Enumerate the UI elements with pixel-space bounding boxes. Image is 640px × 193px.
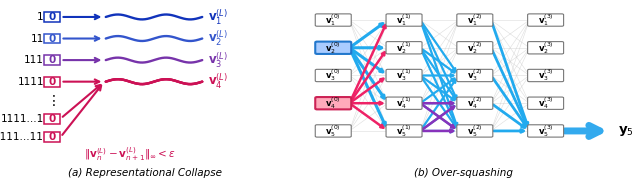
Text: $\mathbf{y}_5$: $\mathbf{y}_5$ [618, 124, 634, 138]
Text: $\|\mathbf{v}_n^{(L)} - \mathbf{v}_{n+1}^{(L)}\|_\infty < \epsilon$: $\|\mathbf{v}_n^{(L)} - \mathbf{v}_{n+1}… [84, 145, 176, 163]
FancyBboxPatch shape [457, 97, 493, 109]
Text: 111: 111 [24, 55, 44, 65]
Text: $\mathbf{v}_{5}^{(3)}$: $\mathbf{v}_{5}^{(3)}$ [538, 123, 554, 139]
Text: $\mathbf{v}_{3}^{(2)}$: $\mathbf{v}_{3}^{(2)}$ [467, 68, 483, 83]
Text: $\mathbf{v}_{4}^{(0)}$: $\mathbf{v}_{4}^{(0)}$ [325, 95, 341, 111]
Text: $\mathbf{v}_{1}^{(2)}$: $\mathbf{v}_{1}^{(2)}$ [467, 12, 483, 28]
Text: (b) Over-squashing: (b) Over-squashing [413, 168, 513, 178]
FancyBboxPatch shape [386, 14, 422, 26]
FancyBboxPatch shape [457, 125, 493, 137]
Text: $\mathbf{v}_{1}^{(0)}$: $\mathbf{v}_{1}^{(0)}$ [325, 12, 341, 28]
Text: $\vdots$: $\vdots$ [46, 93, 56, 108]
Text: 1111: 1111 [17, 77, 44, 87]
FancyBboxPatch shape [44, 12, 60, 22]
FancyBboxPatch shape [457, 69, 493, 82]
FancyBboxPatch shape [386, 42, 422, 54]
FancyBboxPatch shape [316, 97, 351, 109]
FancyBboxPatch shape [316, 14, 351, 26]
Text: 0: 0 [48, 34, 56, 44]
FancyBboxPatch shape [386, 97, 422, 109]
Text: 0: 0 [48, 132, 56, 142]
Text: $\mathbf{v}_{2}^{(2)}$: $\mathbf{v}_{2}^{(2)}$ [467, 40, 483, 56]
Text: 1111...11: 1111...11 [0, 132, 44, 142]
Text: 0: 0 [48, 114, 56, 124]
Text: $\mathbf{v}_{1}^{(3)}$: $\mathbf{v}_{1}^{(3)}$ [538, 12, 554, 28]
FancyBboxPatch shape [457, 14, 493, 26]
FancyBboxPatch shape [527, 69, 564, 82]
FancyBboxPatch shape [386, 125, 422, 137]
FancyBboxPatch shape [316, 42, 351, 54]
Text: $\mathbf{v}_4^{(L)}$: $\mathbf{v}_4^{(L)}$ [208, 72, 228, 91]
Text: $\mathbf{v}_{1}^{(1)}$: $\mathbf{v}_{1}^{(1)}$ [396, 12, 412, 28]
Text: $\mathbf{v}_2^{(L)}$: $\mathbf{v}_2^{(L)}$ [208, 29, 228, 48]
Text: $\mathbf{v}_{3}^{(3)}$: $\mathbf{v}_{3}^{(3)}$ [538, 68, 554, 83]
FancyBboxPatch shape [44, 34, 60, 43]
Text: 11: 11 [31, 34, 44, 44]
Text: $\mathbf{v}_{4}^{(3)}$: $\mathbf{v}_{4}^{(3)}$ [538, 95, 554, 111]
FancyBboxPatch shape [44, 77, 60, 87]
Text: $\mathbf{v}_{5}^{(2)}$: $\mathbf{v}_{5}^{(2)}$ [467, 123, 483, 139]
FancyBboxPatch shape [527, 125, 564, 137]
Text: 0: 0 [48, 55, 56, 65]
FancyBboxPatch shape [44, 132, 60, 142]
Text: (a) Representational Collapse: (a) Representational Collapse [68, 168, 221, 178]
FancyBboxPatch shape [527, 97, 564, 109]
Text: 1111...1: 1111...1 [1, 114, 44, 124]
Text: $\mathbf{v}_1^{(L)}$: $\mathbf{v}_1^{(L)}$ [208, 7, 228, 27]
FancyBboxPatch shape [316, 69, 351, 82]
Text: $\mathbf{v}_{2}^{(0)}$: $\mathbf{v}_{2}^{(0)}$ [325, 40, 341, 56]
Text: $\mathbf{v}_{5}^{(0)}$: $\mathbf{v}_{5}^{(0)}$ [325, 123, 341, 139]
Text: $\mathbf{v}_{4}^{(1)}$: $\mathbf{v}_{4}^{(1)}$ [396, 95, 412, 111]
Text: $\mathbf{v}_{4}^{(2)}$: $\mathbf{v}_{4}^{(2)}$ [467, 95, 483, 111]
Text: 0: 0 [48, 12, 56, 22]
Text: $\mathbf{v}_{2}^{(3)}$: $\mathbf{v}_{2}^{(3)}$ [538, 40, 554, 56]
Text: $\mathbf{v}_{3}^{(0)}$: $\mathbf{v}_{3}^{(0)}$ [325, 68, 341, 83]
FancyBboxPatch shape [386, 69, 422, 82]
Text: $\mathbf{v}_3^{(L)}$: $\mathbf{v}_3^{(L)}$ [208, 50, 228, 70]
FancyBboxPatch shape [527, 42, 564, 54]
Text: 1: 1 [37, 12, 44, 22]
Text: $\mathbf{v}_{3}^{(1)}$: $\mathbf{v}_{3}^{(1)}$ [396, 68, 412, 83]
Text: $\mathbf{v}_{2}^{(1)}$: $\mathbf{v}_{2}^{(1)}$ [396, 40, 412, 56]
Text: $\mathbf{v}_{5}^{(1)}$: $\mathbf{v}_{5}^{(1)}$ [396, 123, 412, 139]
FancyBboxPatch shape [457, 42, 493, 54]
FancyBboxPatch shape [44, 114, 60, 124]
FancyBboxPatch shape [44, 55, 60, 65]
FancyBboxPatch shape [316, 125, 351, 137]
FancyBboxPatch shape [527, 14, 564, 26]
Text: 0: 0 [48, 77, 56, 87]
